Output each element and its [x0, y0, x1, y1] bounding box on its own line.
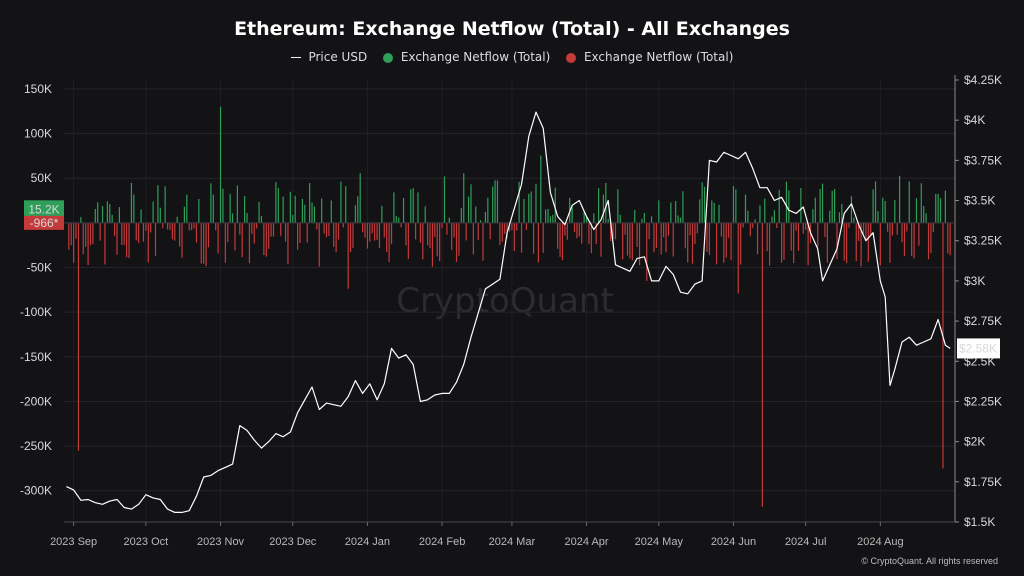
price-value-label: $2.58K: [959, 341, 997, 355]
x-axis-tick-label: 2023 Dec: [269, 536, 317, 548]
x-axis-tick-label: 2024 May: [635, 536, 684, 548]
left-axis-tick-label: -250K: [20, 439, 52, 453]
right-axis-tick-label: $2.25K: [964, 394, 1002, 408]
right-axis-tick-label: $4K: [964, 113, 985, 127]
right-axis-tick-label: $1.75K: [964, 475, 1002, 489]
x-axis-tick-label: 2024 Aug: [857, 536, 904, 548]
x-axis-tick-label: 2023 Nov: [197, 536, 245, 548]
right-axis-tick-label: $3.5K: [964, 194, 995, 208]
chart-legend: Price USD Exchange Netflow (Total) Excha…: [0, 50, 1024, 64]
x-axis-tick-label: 2024 Apr: [565, 536, 609, 548]
netflow-negative-value-label: -966*: [30, 216, 59, 230]
right-axis-tick-label: $3K: [964, 274, 985, 288]
price-value-box: [957, 338, 1000, 359]
legend-item-price[interactable]: Price USD: [290, 50, 368, 64]
legend-label: Price USD: [308, 50, 368, 64]
x-axis-tick-label: 2024 Feb: [419, 536, 465, 548]
left-axis-tick-label: 150K: [24, 82, 52, 96]
left-axis-tick-label: -300K: [20, 484, 52, 498]
left-axis-tick-label: -50K: [27, 261, 52, 275]
netflow-negative-value-box: [24, 215, 64, 230]
x-axis-tick-label: 2024 Jan: [345, 536, 390, 548]
legend-item-netflow-negative[interactable]: Exchange Netflow (Total): [566, 50, 733, 64]
left-axis-tick-label: -200K: [20, 394, 52, 408]
x-axis-tick-label: 2024 Jul: [785, 536, 827, 548]
copyright-note: © CryptoQuant. All rights reserved: [861, 556, 998, 566]
netflow-positive-value-label: 15.2K: [28, 202, 59, 216]
price-line[interactable]: [66, 111, 951, 514]
netflow-positive-value-box: [24, 200, 64, 219]
watermark-text: CryptoQuant: [396, 281, 614, 321]
chart-title: Ethereum: Exchange Netflow (Total) - All…: [234, 18, 790, 40]
right-axis-tick-label: $4.25K: [964, 73, 1002, 87]
legend-label: Exchange Netflow (Total): [400, 50, 551, 64]
right-axis-tick-label: $2.75K: [964, 314, 1002, 328]
legend-line-marker: [290, 57, 301, 58]
right-axis-tick-label: $2K: [964, 435, 985, 449]
legend-label: Exchange Netflow (Total): [583, 50, 734, 64]
left-axis-tick-label: 100K: [24, 127, 52, 141]
right-axis-tick-label: $3.25K: [964, 234, 1002, 248]
legend-dot-marker: [566, 52, 577, 63]
right-axis-tick-label: $3.75K: [964, 153, 1002, 167]
x-axis-tick-label: 2023 Oct: [124, 536, 169, 548]
left-axis-tick-label: -100K: [20, 305, 52, 319]
legend-item-netflow-positive[interactable]: Exchange Netflow (Total): [383, 50, 550, 64]
left-axis-tick-label: -150K: [20, 350, 52, 364]
right-axis-tick-label: $1.5K: [964, 515, 995, 529]
x-axis-tick-label: 2024 Jun: [711, 536, 756, 548]
left-axis-tick-label: 50K: [31, 171, 52, 185]
x-axis-tick-label: 2023 Sep: [50, 536, 97, 548]
legend-dot-marker: [383, 52, 394, 63]
x-axis-tick-label: 2024 Mar: [489, 536, 536, 548]
